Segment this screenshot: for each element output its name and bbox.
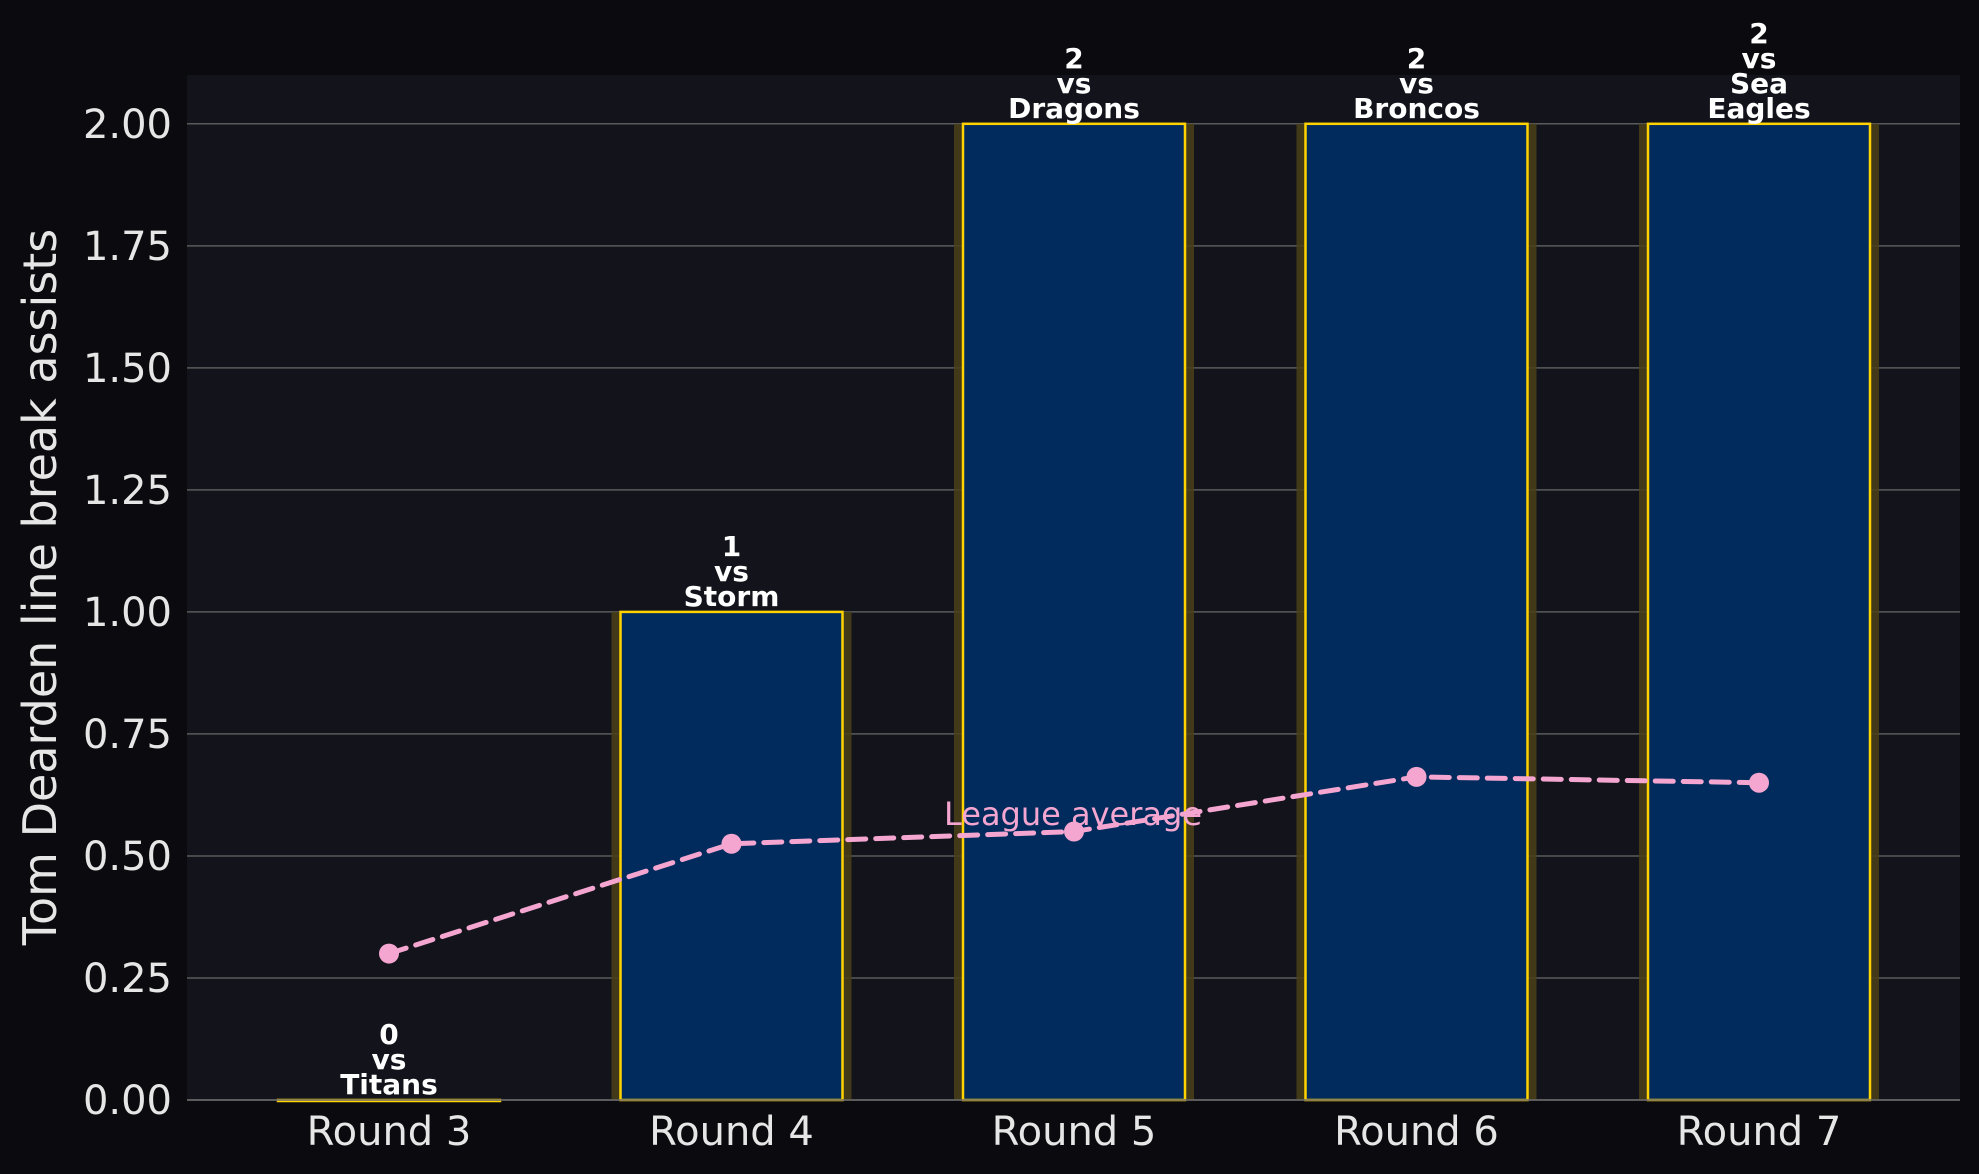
bar-value-label: 2: [1064, 42, 1083, 75]
bar-value-label: 1: [722, 530, 741, 563]
x-tick-labels: Round 3 Round 4 Round 5 Round 6 Round 7: [307, 1109, 1842, 1155]
bar: [961, 122, 1187, 1102]
y-tick-label: 1.25: [83, 468, 172, 514]
bar-value-label: 2: [1407, 42, 1426, 75]
y-tick-label: 1.50: [83, 346, 172, 392]
bar-value-label: Sea: [1730, 67, 1788, 100]
bar-value-label: 2: [1749, 17, 1768, 50]
bar: [1646, 122, 1872, 1102]
league-average-point: [379, 943, 399, 964]
x-tick-label: Round 7: [1677, 1109, 1842, 1155]
bar-value-label: Titans: [340, 1068, 438, 1101]
bar-value-label: vs: [1399, 67, 1434, 100]
league-average-point: [1749, 772, 1769, 793]
bar-value-label: vs: [714, 555, 749, 588]
y-tick-label: 1.75: [83, 224, 172, 270]
x-tick-label: Round 4: [649, 1109, 814, 1155]
y-tick-label: 0.00: [83, 1078, 172, 1124]
bar: [619, 610, 844, 1102]
y-tick-label: 0.25: [83, 956, 172, 1002]
league-average-point: [1406, 766, 1427, 787]
league-average-point: [721, 833, 742, 854]
x-tick-label: Round 5: [992, 1109, 1157, 1155]
bar-labels: 0vsTitans1vsStorm2vsDragons2vsBroncos2vs…: [340, 17, 1810, 1101]
bar-value-label: 0: [379, 1018, 398, 1051]
y-tick-label: 0.75: [83, 712, 172, 758]
y-axis-label: Tom Dearden line break assists: [13, 229, 67, 947]
y-tick-label: 2.00: [83, 102, 172, 148]
league-average-point: [1064, 821, 1084, 842]
y-tick-labels: 0.00 0.25 0.50 0.75 1.00 1.25 1.50 1.75 2.00: [83, 102, 172, 1124]
y-tick-label: 0.50: [83, 834, 172, 880]
bar-value-label: vs: [372, 1043, 407, 1076]
x-tick-label: Round 3: [307, 1109, 472, 1155]
bar-value-label: Storm: [684, 580, 780, 613]
bars: [276, 122, 1879, 1103]
league-average-label: League average: [944, 795, 1202, 833]
x-tick-label: Round 6: [1334, 1109, 1499, 1155]
bar: [1304, 122, 1529, 1102]
y-tick-label: 1.00: [83, 590, 172, 636]
bar-value-label: Eagles: [1707, 92, 1810, 125]
bar-value-label: vs: [1057, 67, 1092, 100]
bar-value-label: Dragons: [1008, 92, 1140, 125]
bar-value-label: vs: [1742, 42, 1777, 75]
league-average-series: [379, 766, 1769, 964]
bar-value-label: Broncos: [1353, 92, 1480, 125]
